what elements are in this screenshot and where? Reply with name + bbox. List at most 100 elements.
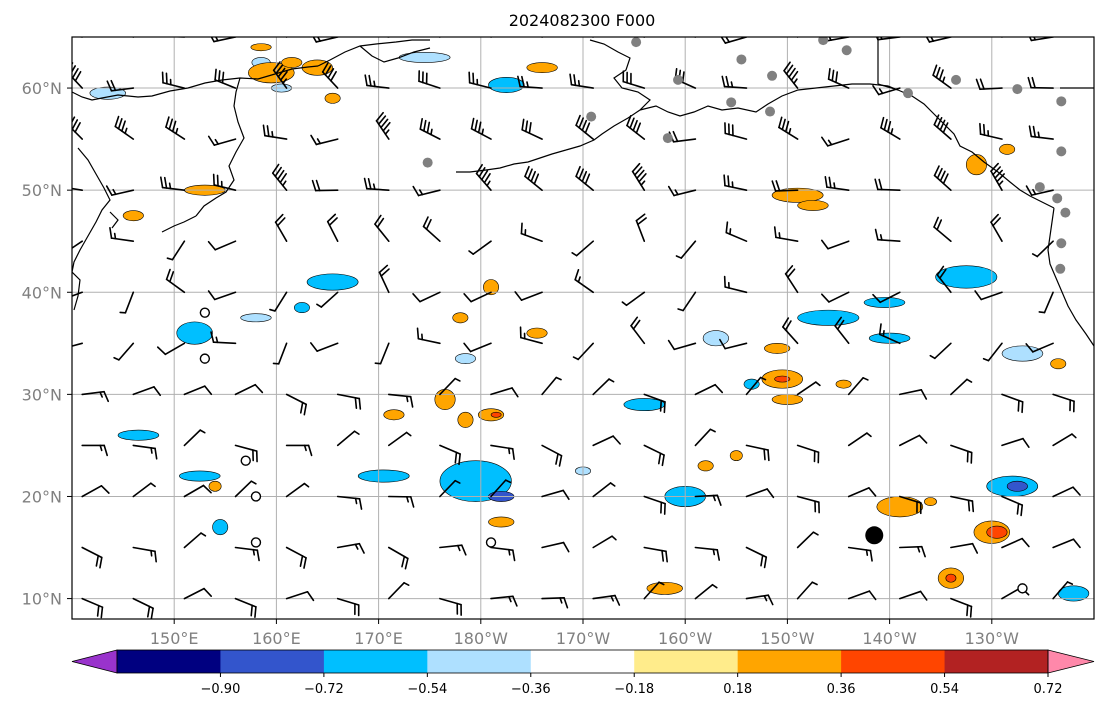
wind-barb xyxy=(631,162,647,191)
wind-barb xyxy=(72,342,83,350)
wind-barb xyxy=(468,240,492,255)
wind-barb xyxy=(677,291,697,312)
anomaly-region xyxy=(1001,345,1044,362)
anomaly-region xyxy=(935,265,998,289)
wind-barb xyxy=(929,342,952,360)
wind-barb xyxy=(81,485,110,498)
station-dot xyxy=(818,37,829,46)
wind-barb xyxy=(160,176,186,191)
calm-wind-circle xyxy=(250,491,262,502)
anomaly-region xyxy=(1006,480,1028,492)
anomaly-region xyxy=(398,52,451,63)
wind-barb xyxy=(694,428,716,447)
wind-barb xyxy=(592,435,621,447)
station-dot xyxy=(726,97,737,108)
wind-barb xyxy=(212,173,237,191)
lat-tick-label: 50°N xyxy=(22,181,62,200)
wind-barb xyxy=(1052,486,1081,498)
wind-barb xyxy=(694,583,718,600)
wind-barb xyxy=(439,444,461,466)
anomaly-region xyxy=(457,411,474,428)
wind-barb xyxy=(81,597,104,619)
wind-barb xyxy=(310,134,339,146)
anomaly-region xyxy=(212,519,229,536)
wind-barb xyxy=(520,222,543,242)
wind-barb xyxy=(106,79,135,92)
anomaly-region xyxy=(999,143,1016,155)
anomaly-region xyxy=(383,409,405,421)
wind-barb xyxy=(950,597,973,618)
anomaly-region xyxy=(965,154,987,176)
wind-barb xyxy=(541,444,563,467)
wind-barb xyxy=(933,216,952,242)
chukotka-coastline xyxy=(317,39,431,67)
wind-barb xyxy=(468,71,492,89)
wind-barb xyxy=(309,342,339,352)
wind-barb xyxy=(872,37,901,41)
wind-barb xyxy=(378,264,390,294)
wind-barb xyxy=(824,176,850,191)
wind-barb xyxy=(1001,537,1030,549)
wind-barb xyxy=(439,544,467,556)
anomaly-region xyxy=(764,343,791,354)
wind-barb xyxy=(490,387,519,398)
wind-barb xyxy=(336,393,362,410)
wind-barb xyxy=(675,240,697,259)
calm-wind-circle xyxy=(485,537,497,548)
wind-barb xyxy=(311,179,339,192)
anomaly-region xyxy=(439,460,512,502)
japan-coastline xyxy=(72,211,119,311)
wind-barb xyxy=(773,226,799,242)
lon-tick-label: 150°W xyxy=(760,629,815,648)
colorbar-tick-label: −0.72 xyxy=(304,682,344,697)
wind-barb xyxy=(1052,393,1075,413)
wind-barb xyxy=(490,595,518,607)
wind-barb xyxy=(1001,437,1030,448)
anomaly-region xyxy=(250,43,272,52)
anomaly-region xyxy=(924,497,937,506)
wind-barb xyxy=(898,545,926,558)
anomaly-region xyxy=(208,480,222,492)
wind-barb xyxy=(336,542,365,554)
anomaly-region xyxy=(646,581,683,595)
wind-barb xyxy=(933,165,952,191)
wind-barb xyxy=(374,214,390,242)
coastline-layer xyxy=(72,37,1094,347)
wind-barb xyxy=(575,165,595,191)
asia-coastline xyxy=(72,65,319,217)
wind-barb xyxy=(165,268,186,294)
wind-barb xyxy=(979,122,1003,140)
wind-barb xyxy=(387,546,409,570)
wind-barb xyxy=(847,487,877,498)
wind-barb xyxy=(412,291,441,303)
wind-barb xyxy=(72,240,83,255)
colorbar-tick-label: 0.36 xyxy=(827,682,856,697)
storm-center-marker xyxy=(865,526,884,545)
wind-barb xyxy=(874,228,901,242)
wind-barb xyxy=(463,291,492,303)
wind-barb xyxy=(336,495,363,510)
wind-barb xyxy=(183,587,213,600)
wind-barb xyxy=(475,163,492,191)
colorbar-frame xyxy=(116,649,1049,674)
anomaly-region xyxy=(176,321,213,345)
wind-barb xyxy=(745,444,770,462)
colorbar-tick-label: −0.36 xyxy=(511,682,551,697)
wind-barb xyxy=(387,495,415,508)
colorbar-tick-label: −0.54 xyxy=(407,682,447,697)
lat-tick-label: 60°N xyxy=(22,79,62,98)
wind-barb xyxy=(898,590,928,601)
wind-barb xyxy=(745,594,774,606)
alaska-coastline xyxy=(565,39,899,151)
anomaly-region xyxy=(945,573,957,583)
colorbar-segment xyxy=(737,650,842,673)
lat-tick-label: 10°N xyxy=(22,590,62,609)
wind-barb xyxy=(592,378,615,396)
station-dot xyxy=(1055,263,1066,274)
station-dot xyxy=(662,133,673,144)
wind-barb xyxy=(745,488,775,499)
wind-barb xyxy=(874,178,901,191)
wind-barb xyxy=(1025,342,1054,353)
feature-markers-layer xyxy=(199,37,1071,594)
colorbar-tick-label: 0.54 xyxy=(930,682,959,697)
